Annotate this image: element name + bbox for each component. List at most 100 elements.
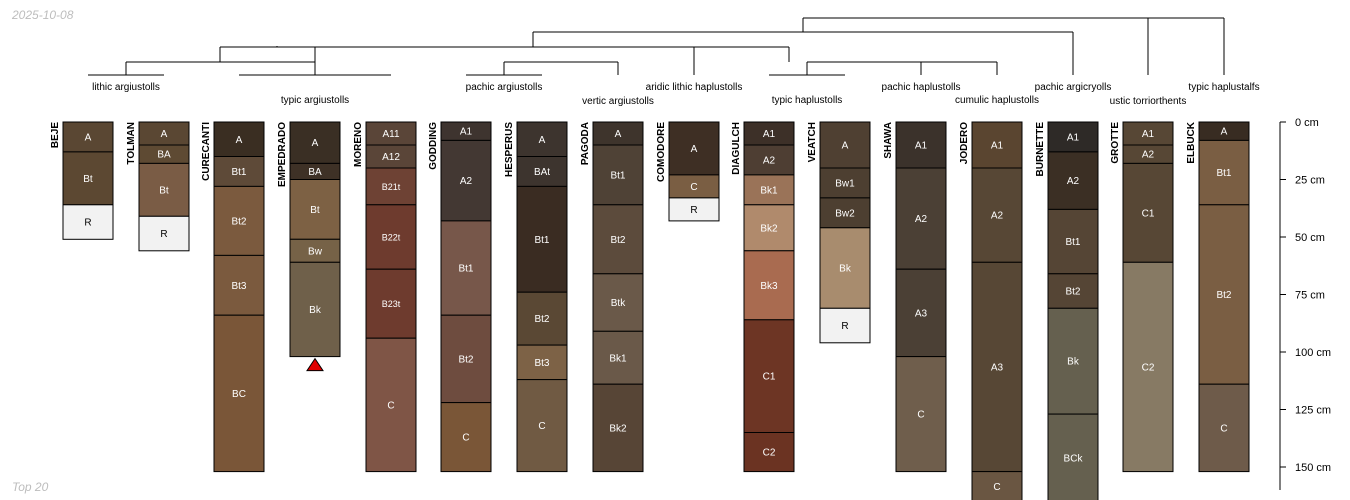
horizon-shawa-a3 [895,268,947,358]
profile-diagulch: A1 A2 Bk1 Bk2 Bk3 C1 C2 DIAGULCH [731,121,795,473]
depth-tick-label: 100 cm [1295,347,1331,359]
horizon-burnette-a2 [1047,151,1099,210]
horizon-label: A [1221,127,1228,138]
horizon-tolman-r [138,215,190,252]
horizon-label: A [842,141,849,152]
horizon-label: C [462,433,469,444]
horizon-label: BAt [534,167,550,178]
horizon-label: Bt1 [1216,168,1231,179]
profile-jodero: A1 A2 A3 C JODERO [959,121,1023,500]
profile-name: PAGODA [580,122,591,165]
group-label-ustic-torriorthents: ustic torriorthents [1110,96,1187,107]
horizon-label: Bt [159,185,169,196]
horizon-grotte-c1 [1122,162,1174,263]
horizon-diagulch-c2 [743,432,795,473]
horizon-label: R [841,321,848,332]
horizon-label: Bt [83,174,93,185]
group-label-typic-haplustalfs: typic haplustalfs [1188,82,1259,93]
horizon-shawa-c [895,356,947,473]
horizon-label: A2 [763,155,776,166]
horizon-label: C [538,421,545,432]
horizon-elbuck-c [1198,383,1250,473]
horizon-diagulch-a2 [743,144,795,176]
footer-note: Top 20 [12,480,49,494]
horizon-label: Bk3 [760,281,778,292]
horizon-label: A [691,144,698,155]
horizon-empedrado-a [289,121,341,164]
horizon-curecanti-bt2 [213,185,265,256]
horizon-empedrado-bk [289,261,341,358]
profile-moreno: A11 A12 B21t B22t B23t C MORENO [353,121,417,473]
horizon-label: A [85,132,92,143]
horizon-veatch-bw1 [819,167,871,199]
horizon-pagoda-bt2 [592,204,644,275]
group-label-vertic-argiustolls: vertic argiustolls [582,96,654,107]
horizon-label: C [993,482,1000,493]
horizon-comodore-r [668,197,720,222]
horizon-label: Bt2 [534,314,549,325]
horizon-curecanti-bt1 [213,156,265,187]
horizon-label: BC [232,389,246,400]
horizon-diagulch-bk2 [743,204,795,252]
horizon-hesperus-c [516,379,568,473]
horizon-pagoda-bk2 [592,383,644,473]
horizon-diagulch-c1 [743,319,795,433]
profile-name: GODDING [428,122,439,170]
profile-pagoda: A Bt1 Bt2 Btk Bk1 Bk2 PAGODA [580,121,644,473]
horizon-label: Bk [309,305,322,316]
horizon-veatch-r [819,307,871,344]
horizon-empedrado-bt [289,179,341,240]
horizon-comodore-a [668,121,720,176]
horizon-label: A3 [915,308,928,319]
horizon-label: C1 [1142,208,1155,219]
horizon-label: Bk2 [609,423,627,434]
group-label-cumulic-haplustolls: cumulic haplustolls [955,95,1039,106]
profile-name: TOLMAN [126,122,137,165]
horizon-diagulch-bk3 [743,250,795,321]
horizon-label: Bk1 [609,353,627,364]
red-triangle-icon [306,357,324,372]
group-label-lithic-argiustolls: lithic argiustolls [92,82,160,93]
horizon-label: R [84,218,91,229]
profile-name: GROTTE [1110,122,1121,164]
profile-name: COMODORE [656,122,667,182]
profile-godding: A1 A2 Bt1 Bt2 C GODDING [428,121,492,473]
horizon-label: Bw [308,246,323,257]
horizon-hesperus-bat [516,156,568,187]
depth-tick-label: 75 cm [1295,290,1325,302]
horizon-label: Bk1 [760,185,778,196]
horizon-label: Bt1 [458,264,473,275]
profile-name: BEJE [50,122,61,148]
horizon-veatch-bk [819,227,871,309]
horizon-label: C1 [763,372,776,383]
profile-name: JODERO [959,122,970,164]
horizon-godding-a2 [440,139,492,222]
horizon-label: R [160,229,167,240]
horizon-label: A2 [991,211,1004,222]
horizon-godding-c [440,402,492,473]
horizon-label: B23t [382,299,401,309]
horizon-shawa-a1 [895,121,947,169]
horizon-label: A3 [991,362,1004,373]
horizon-label: Btk [611,298,626,309]
profile-name: EMPEDRADO [277,122,288,187]
group-label-pachic-argicryolls: pachic argicryolls [1035,82,1112,93]
profile-name: ELBUCK [1186,121,1197,163]
horizon-label: Bt2 [231,216,246,227]
horizon-label: A12 [382,152,400,163]
horizon-label: Bt1 [610,170,625,181]
horizon-burnette-a1 [1047,121,1099,153]
horizon-jodero-c [971,471,1023,500]
profile-empedrado: A BA Bt Bw Bk EMPEDRADO [277,121,341,372]
depth-tick-label: 50 cm [1295,232,1325,244]
horizon-label: Bt3 [231,281,246,292]
horizon-label: BA [308,167,322,178]
horizon-label: Bt1 [534,235,549,246]
horizon-label: C [917,410,924,421]
horizon-burnette-bck [1047,413,1099,500]
horizon-pagoda-btk [592,273,644,332]
profile-hesperus: A BAt Bt1 Bt2 Bt3 C HESPERUS [504,121,568,473]
profile-name: DIAGULCH [731,122,742,175]
date-stamp: 2025-10-08 [12,8,74,22]
